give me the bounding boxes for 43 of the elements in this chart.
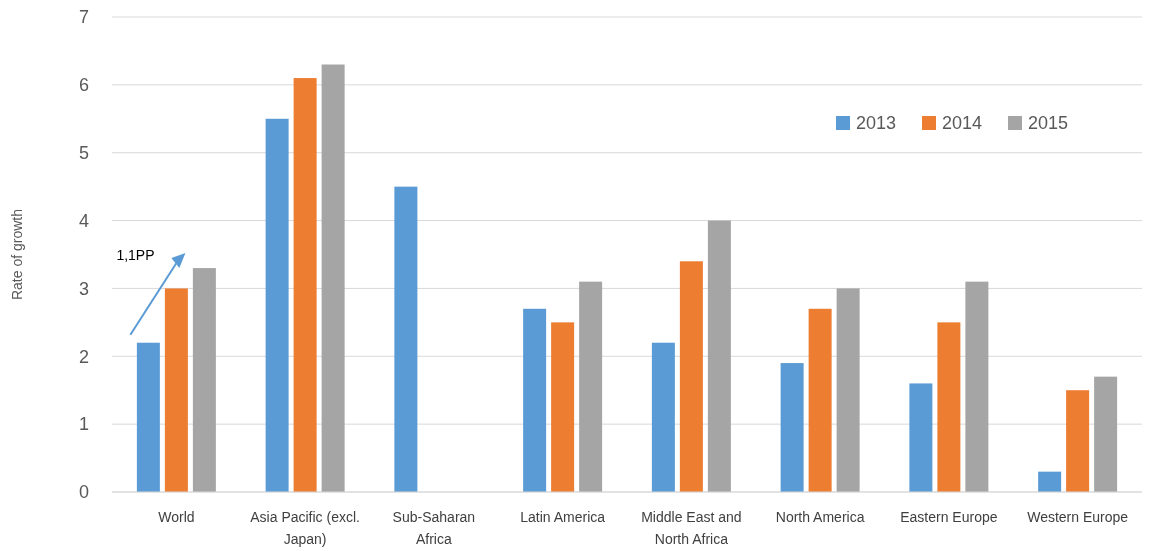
y-tick-label: 6 (78, 75, 90, 96)
y-tick-label: 0 (78, 482, 90, 503)
bar (679, 261, 703, 492)
bar (651, 342, 675, 492)
bar (293, 78, 317, 492)
bar (965, 281, 989, 492)
legend-label: 2014 (942, 113, 983, 134)
bar (836, 288, 860, 492)
legend-label: 2015 (1028, 113, 1069, 134)
bar (937, 322, 961, 492)
bar (192, 268, 216, 492)
y-tick-label: 2 (78, 346, 90, 367)
bar (136, 342, 160, 492)
bar (1038, 471, 1062, 492)
x-tick-label: World (158, 509, 195, 525)
x-tick-label: Latin America (520, 509, 606, 525)
bar (808, 308, 832, 492)
x-tick-label: North America (775, 509, 865, 525)
bar (265, 118, 289, 492)
y-tick-label: 3 (78, 278, 90, 299)
x-tick-label: Sub-Saharan Africa (392, 509, 476, 547)
bar (579, 281, 603, 492)
bar (707, 220, 731, 492)
bar (321, 64, 345, 492)
x-tick-label: Middle East and North Africa (641, 509, 742, 547)
x-tick-label: Asia Pacific (excl. Japan) (250, 509, 360, 547)
legend-label: 2013 (856, 113, 897, 134)
bar (909, 383, 933, 492)
y-tick-label: 4 (78, 210, 90, 231)
y-tick-label: 5 (78, 143, 90, 164)
bar (1094, 376, 1118, 492)
y-tick-label: 1 (78, 414, 90, 435)
y-axis-title: Rate of growth (9, 208, 25, 301)
bar (1066, 390, 1090, 492)
bar (164, 288, 188, 492)
bar (523, 308, 547, 492)
y-tick-label: 7 (78, 7, 90, 28)
bar (780, 363, 804, 492)
bar (394, 186, 418, 492)
bar (551, 322, 575, 492)
x-tick-label: Eastern Europe (900, 509, 998, 525)
annotation: 1,1PP (116, 247, 155, 264)
x-tick-label: Western Europe (1027, 509, 1129, 525)
